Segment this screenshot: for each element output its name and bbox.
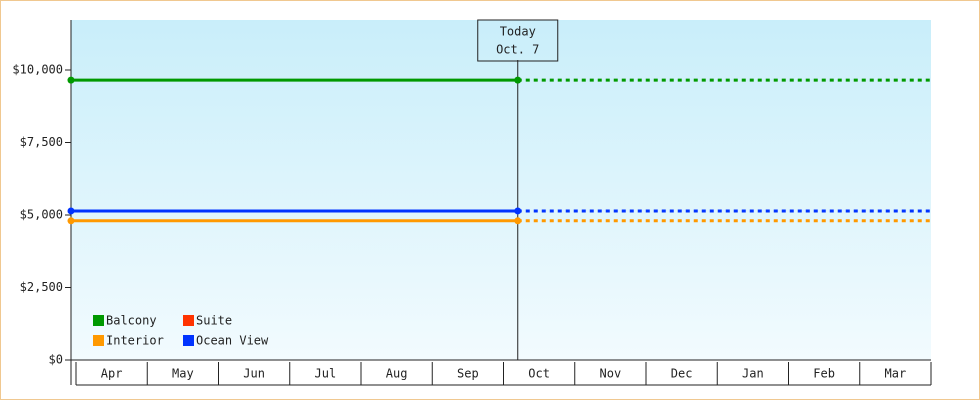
y-tick-label: $5,000 [20, 207, 63, 221]
legend-swatch [93, 315, 104, 326]
point [67, 76, 75, 84]
point [514, 76, 522, 84]
today-date: Oct. 7 [496, 43, 539, 57]
today-label: Today [500, 25, 536, 39]
y-tick-label: $10,000 [12, 62, 63, 76]
x-tick-label: Jun [243, 367, 265, 381]
x-tick-label: Sep [457, 367, 479, 381]
x-tick-label: Aug [386, 367, 408, 381]
legend-swatch [183, 335, 194, 346]
legend-label: Ocean View [196, 334, 269, 348]
legend-label: Suite [196, 314, 232, 328]
x-tick-label: Oct [528, 367, 550, 381]
x-tick-label: Feb [813, 367, 835, 381]
x-tick-label: Dec [671, 367, 693, 381]
y-tick-label: $2,500 [20, 280, 63, 294]
x-tick-label: Jan [742, 367, 764, 381]
point [514, 207, 522, 215]
point [67, 217, 75, 225]
x-tick-label: Apr [101, 367, 123, 381]
plot-area [71, 20, 931, 360]
x-tick-label: Nov [600, 367, 622, 381]
y-tick-label: $0 [49, 353, 63, 367]
legend-label: Interior [106, 334, 164, 348]
legend-swatch [93, 335, 104, 346]
legend-swatch [183, 315, 194, 326]
legend-label: Balcony [106, 314, 157, 328]
point [67, 207, 75, 215]
x-tick-label: May [172, 367, 194, 381]
x-tick-label: Mar [885, 367, 907, 381]
x-tick-label: Jul [315, 367, 337, 381]
today-box [477, 19, 559, 62]
point [514, 217, 522, 225]
y-tick-label: $7,500 [20, 135, 63, 149]
